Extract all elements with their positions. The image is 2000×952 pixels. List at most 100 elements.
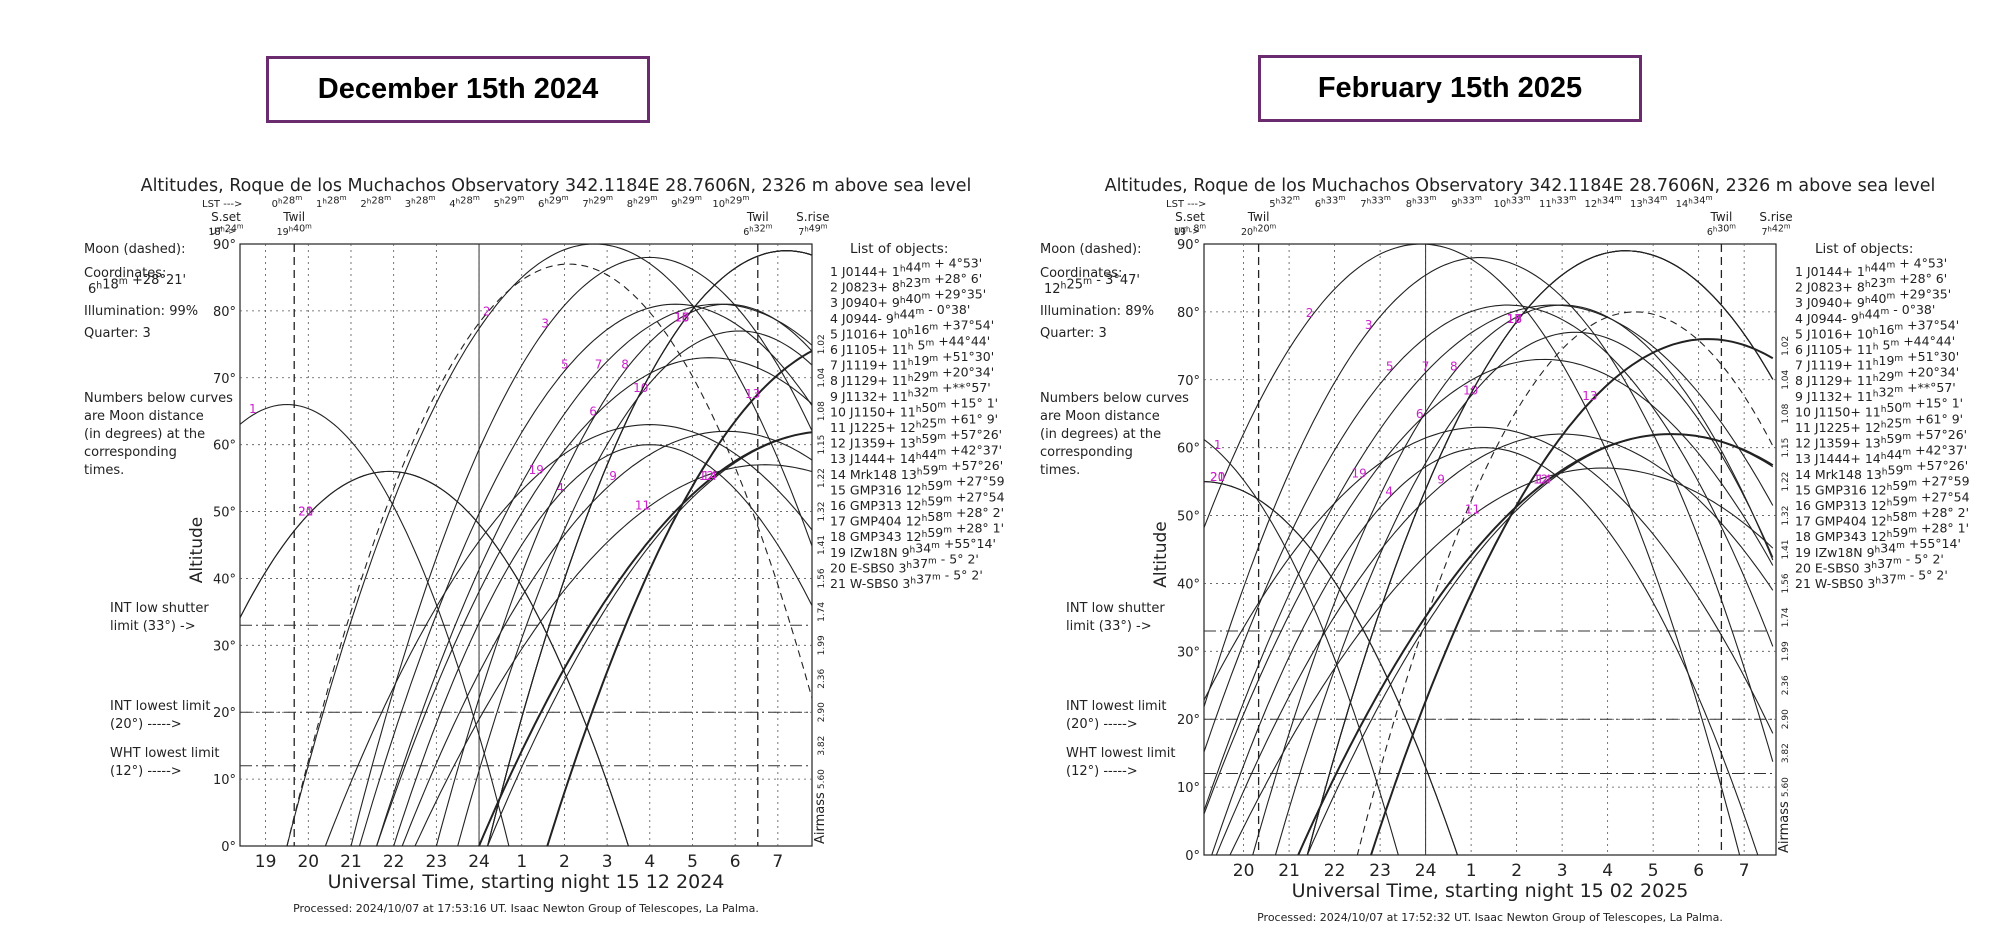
x-axis-label: Universal Time, starting night 15 12 202… [328, 871, 725, 893]
sunrise-time: 7h49m [798, 222, 827, 238]
lst-tick: 9h33m [1451, 193, 1482, 210]
altitude-curve-5 [1204, 304, 1774, 753]
object-number-16: 16 [1507, 312, 1522, 326]
altitude-curve-7 [376, 303, 812, 846]
lst-tick: 5h29m [494, 193, 525, 210]
x-tick-label: 4 [1602, 861, 1613, 881]
int-shutter-limit-label: limit (33°) -> [1066, 619, 1152, 634]
ut-label: UT -> [1174, 227, 1200, 237]
object-list-item: 15 GMP316 12h59m +27°59 [830, 474, 1005, 498]
y-tick-label: 0° [221, 840, 236, 855]
airmass-tick: 1.41 [817, 535, 827, 555]
sunrise-time: 7h42m [1761, 222, 1790, 238]
altitude-curve-6 [1204, 358, 1774, 815]
object-list-item: 13 J1444+ 14h44m +42°37' [1795, 442, 1967, 466]
object-number-13: 13 [1582, 389, 1597, 403]
y-tick-label: 80° [1177, 306, 1200, 321]
x-tick-label: 24 [1415, 861, 1437, 881]
object-number-5: 5 [561, 358, 569, 372]
object-list-item: 6 J1105+ 11h 5m +44°44' [830, 333, 990, 357]
airmass-tick: 5.60 [1781, 777, 1791, 797]
y-tick-label: 20° [213, 706, 236, 721]
altitude-curve-9 [1215, 433, 1774, 855]
y-tick-label: 10° [213, 773, 236, 788]
object-number-5: 5 [1386, 359, 1394, 373]
y-tick-label: 90° [213, 238, 236, 253]
date-label-december: December 15th 2024 [266, 56, 650, 123]
moon-curve [286, 263, 812, 846]
moon-note-line: Numbers below curves [1040, 391, 1189, 406]
twil-evening-label: Twil [282, 210, 305, 224]
x-tick-label: 3 [602, 852, 613, 872]
object-list-item: 4 J0944- 9h44m - 0°38' [1795, 302, 1935, 326]
ut-label: UT -> [210, 227, 236, 237]
moon-dashed-label: Moon (dashed): [1040, 242, 1142, 257]
x-tick-label: 6 [1693, 861, 1704, 881]
lst-tick: 0h28m [272, 193, 303, 210]
airmass-tick: 1.04 [1781, 369, 1791, 389]
twil-morning-label: Twil [746, 210, 769, 224]
object-number-19: 19 [529, 463, 544, 477]
y-tick-label: 10° [1177, 781, 1200, 796]
object-list-item: 1 J0144+ 1h44m + 4°53' [830, 255, 982, 279]
x-tick-label: 1 [1466, 861, 1477, 881]
moon-note-line: are Moon distance [1040, 409, 1160, 424]
footer: Processed: 2024/10/07 at 17:52:32 UT. Is… [1257, 911, 1723, 924]
x-tick-label: 21 [1278, 861, 1300, 881]
objects-header: List of objects: [850, 241, 948, 257]
quarter-label: Quarter: 3 [84, 326, 151, 341]
object-list-item: 20 E-SBS0 3h37m - 5° 2' [1795, 552, 1944, 576]
object-list-item: 17 GMP404 12h58m +28° 2' [830, 505, 1004, 529]
twil-morning-time: 6h30m [1707, 222, 1736, 238]
lst-tick: 3h28m [405, 193, 436, 210]
altitude-curve-10 [457, 330, 812, 846]
object-number-14: 14 [702, 469, 717, 483]
sunrise-label: S.rise [1759, 210, 1792, 224]
object-list-item: 3 J0940+ 9h40m +29°35' [830, 286, 986, 310]
object-number-3: 3 [541, 316, 549, 330]
airmass-tick: 1.15 [817, 435, 827, 455]
object-list-item: 14 Mrk148 13h59m +57°26' [830, 458, 1003, 482]
date-label-february: February 15th 2025 [1258, 55, 1642, 122]
airmass-tick: 2.36 [1781, 675, 1791, 695]
y-axis-label: Altitude [1151, 521, 1171, 587]
y-tick-label: 70° [213, 372, 236, 387]
moon-note-line: Numbers below curves [84, 391, 233, 406]
x-tick-label: 2 [1511, 861, 1522, 881]
moon-note-line: times. [84, 463, 124, 478]
object-list-item: 18 GMP343 12h59m +28° 1' [830, 520, 1004, 544]
airmass-tick: 2.90 [1781, 709, 1791, 729]
moon-coordinates: 6h18m +28°21' [88, 273, 186, 297]
airmass-tick: 1.99 [817, 635, 827, 655]
sunrise-label: S.rise [796, 210, 829, 224]
moon-note-line: corresponding [84, 445, 177, 460]
airmass-tick: 1.15 [1781, 438, 1791, 458]
airmass-tick: 1.22 [817, 468, 827, 488]
x-tick-label: 6 [730, 852, 741, 872]
altitude-curve-4 [1211, 447, 1759, 855]
object-number-18: 18 [1507, 312, 1522, 326]
y-tick-label: 60° [1177, 442, 1200, 457]
object-list-item: 9 J1132+ 11h32m +**°57' [1795, 380, 1956, 404]
y-tick-label: 0° [1185, 849, 1200, 864]
object-number-11: 11 [635, 498, 650, 512]
object-list-item: 8 J1129+ 11h29m +20°34' [830, 364, 994, 388]
object-list-item: 13 J1444+ 14h44m +42°37' [830, 442, 1002, 466]
lst-tick: 6h33m [1315, 193, 1346, 210]
altitude-curve-11 [1229, 467, 1774, 855]
y-tick-label: 30° [213, 639, 236, 654]
x-tick-label: 19 [255, 852, 277, 872]
altitude-curve-18 [1306, 250, 1774, 855]
altitude-curve-10 [1274, 331, 1774, 855]
x-tick-label: 5 [1648, 861, 1659, 881]
x-tick-label: 24 [468, 852, 490, 872]
x-tick-label: 2 [559, 852, 570, 872]
object-number-19: 19 [1352, 467, 1367, 481]
int-shutter-limit-label: INT low shutter [110, 601, 209, 616]
airmass-tick: 1.56 [1781, 573, 1791, 593]
x-tick-label: 7 [772, 852, 783, 872]
altitude-curve-21 [1204, 481, 1459, 855]
object-number-7: 7 [1422, 359, 1430, 373]
altitude-curve-13 [546, 350, 812, 846]
